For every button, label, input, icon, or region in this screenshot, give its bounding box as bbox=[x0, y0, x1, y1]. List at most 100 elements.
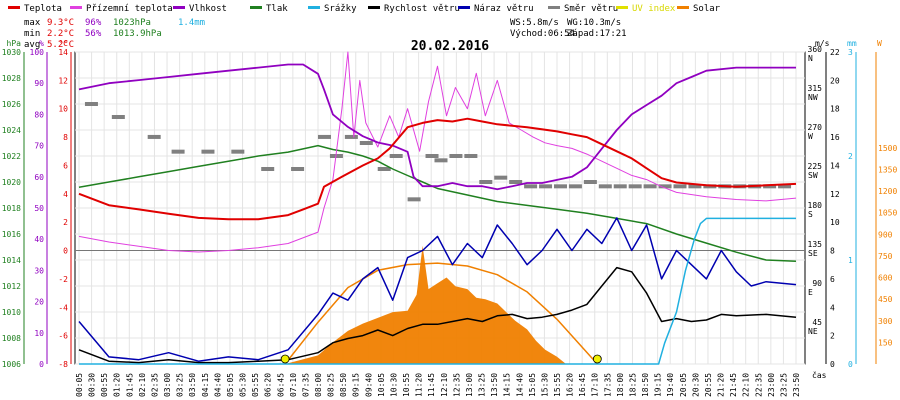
tick-x-46: 19:15 bbox=[654, 373, 663, 397]
tick-dir-deg-0: 360 bbox=[808, 45, 823, 54]
tick-x-36: 15:05 bbox=[528, 373, 537, 397]
tick-wind-2: 18 bbox=[830, 105, 840, 114]
legend-swatch-5 bbox=[368, 6, 380, 9]
tick-x-29: 12:10 bbox=[440, 373, 449, 397]
wind-sun-info: WS:5.8m/s WG:10.3m/s Východ:06:54 Západ:… bbox=[510, 18, 627, 39]
series-wind-dir-mark-26 bbox=[583, 180, 597, 184]
series-wind-dir-mark-14 bbox=[407, 197, 421, 202]
tick-press-12: 1006 bbox=[2, 360, 21, 369]
tick-dir-name-6: E bbox=[808, 288, 813, 297]
axis-unit-solar: W bbox=[877, 39, 882, 48]
tick-x-57: 23:50 bbox=[792, 373, 801, 397]
tick-rain-0: 3 bbox=[848, 48, 853, 57]
tick-x-9: 03:50 bbox=[188, 373, 197, 397]
tick-x-32: 13:25 bbox=[478, 373, 487, 397]
tick-temp-3: 8 bbox=[63, 133, 68, 142]
tick-x-21: 08:50 bbox=[339, 373, 348, 397]
grid-lines bbox=[75, 51, 805, 365]
tick-x-10: 04:15 bbox=[201, 373, 210, 397]
tick-x-38: 15:55 bbox=[553, 373, 562, 397]
series-rain bbox=[79, 217, 796, 365]
tick-x-56: 23:25 bbox=[779, 373, 788, 397]
tick-hum-9: 10 bbox=[34, 329, 44, 338]
tick-press-1: 1028 bbox=[2, 74, 21, 83]
tick-wind-10: 2 bbox=[830, 332, 835, 341]
series-pressure bbox=[78, 144, 797, 263]
tick-dir-deg-7: 45 bbox=[812, 318, 822, 327]
tick-x-41: 17:10 bbox=[591, 373, 600, 397]
legend-label-7: Směr větru bbox=[564, 4, 618, 14]
tick-temp-2: 10 bbox=[58, 105, 68, 114]
tick-rain-2: 1 bbox=[848, 256, 853, 265]
tick-press-11: 1008 bbox=[2, 334, 21, 343]
info-ws: WS:5.8m/s bbox=[510, 18, 559, 28]
legend-label-5: Rychlost větru bbox=[384, 4, 460, 14]
tick-x-39: 16:20 bbox=[566, 373, 575, 397]
tick-wind-4: 14 bbox=[830, 161, 840, 170]
stats-min-label: min bbox=[24, 29, 40, 39]
series-uv-marker-1 bbox=[592, 354, 602, 364]
series-wind-dir-mark-28 bbox=[613, 184, 627, 189]
tick-press-3: 1024 bbox=[2, 126, 21, 135]
tick-x-18: 07:35 bbox=[301, 373, 310, 397]
legend-swatch-7 bbox=[548, 6, 560, 9]
tick-x-45: 18:50 bbox=[641, 373, 650, 397]
chart-title: 20.02.2016 bbox=[411, 39, 489, 54]
info-wg: WG:10.3m/s bbox=[567, 18, 621, 28]
tick-press-5: 1020 bbox=[2, 178, 21, 187]
tick-temp-4: 6 bbox=[63, 161, 68, 170]
series-wind-dir-mark-19 bbox=[479, 180, 493, 184]
tick-x-22: 09:15 bbox=[352, 373, 361, 397]
series-wind-dir-mark-39 bbox=[778, 184, 792, 189]
tick-x-35: 14:40 bbox=[515, 373, 524, 397]
tick-x-16: 06:45 bbox=[276, 373, 285, 397]
stats-max-hum: 96% bbox=[85, 18, 102, 28]
legend-swatch-8 bbox=[616, 6, 628, 9]
series-gust bbox=[78, 217, 797, 362]
tick-temp-7: 0 bbox=[63, 247, 68, 256]
legend-swatch-3 bbox=[250, 6, 262, 9]
series-wind-dir-mark-7 bbox=[291, 167, 305, 171]
stats-min-press: 1013.9hPa bbox=[113, 29, 162, 39]
tick-solar-7: 450 bbox=[878, 295, 893, 304]
tick-dir-name-4: S bbox=[808, 210, 813, 219]
tick-x-20: 08:25 bbox=[327, 373, 336, 397]
tick-rain-1: 2 bbox=[848, 152, 853, 161]
stats-avg-label: avg bbox=[24, 40, 40, 50]
tick-solar-6: 600 bbox=[878, 274, 893, 283]
stats-max-label: max bbox=[24, 18, 41, 28]
tick-x-13: 05:30 bbox=[239, 373, 248, 397]
series-wind-dir-mark-9 bbox=[329, 154, 343, 158]
tick-dir-name-7: NE bbox=[808, 327, 818, 336]
tick-x-6: 02:35 bbox=[150, 373, 159, 397]
tick-dir-deg-5: 135 bbox=[808, 240, 823, 249]
tick-x-55: 23:00 bbox=[767, 373, 776, 397]
tick-wind-3: 16 bbox=[830, 133, 840, 142]
tick-x-53: 22:10 bbox=[742, 373, 751, 397]
tick-x-34: 14:15 bbox=[503, 373, 512, 397]
series-wind-dir-mark-29 bbox=[628, 184, 642, 189]
tick-x-37: 15:30 bbox=[540, 373, 549, 397]
series-solar-clear-sky bbox=[284, 262, 598, 365]
legend-label-4: Srážky bbox=[324, 4, 357, 14]
series-wind-dir-mark-3 bbox=[171, 149, 185, 154]
tick-hum-0: 100 bbox=[30, 48, 45, 57]
tick-dir-deg-1: 315 bbox=[808, 84, 823, 93]
tick-x-3: 01:20 bbox=[113, 373, 122, 397]
tick-wind-11: 0 bbox=[830, 360, 835, 369]
tick-wind-8: 6 bbox=[830, 275, 835, 284]
stats-min-hum: 56% bbox=[85, 29, 102, 39]
series-wind-dir-mark-4 bbox=[201, 149, 215, 154]
tick-hum-7: 30 bbox=[34, 266, 44, 275]
tick-x-24: 10:05 bbox=[377, 373, 386, 397]
tick-rain-3: 0 bbox=[848, 360, 853, 369]
tick-press-9: 1012 bbox=[2, 282, 21, 291]
legend-swatch-0 bbox=[8, 6, 20, 9]
legend-swatch-9 bbox=[677, 6, 689, 9]
tick-dir-name-3: SW bbox=[808, 171, 818, 180]
info-sunrise: Východ:06:54 bbox=[510, 29, 575, 39]
axis-unit-temp: °C bbox=[58, 39, 68, 48]
tick-hum-5: 50 bbox=[34, 204, 44, 213]
tick-wind-1: 20 bbox=[830, 76, 840, 85]
